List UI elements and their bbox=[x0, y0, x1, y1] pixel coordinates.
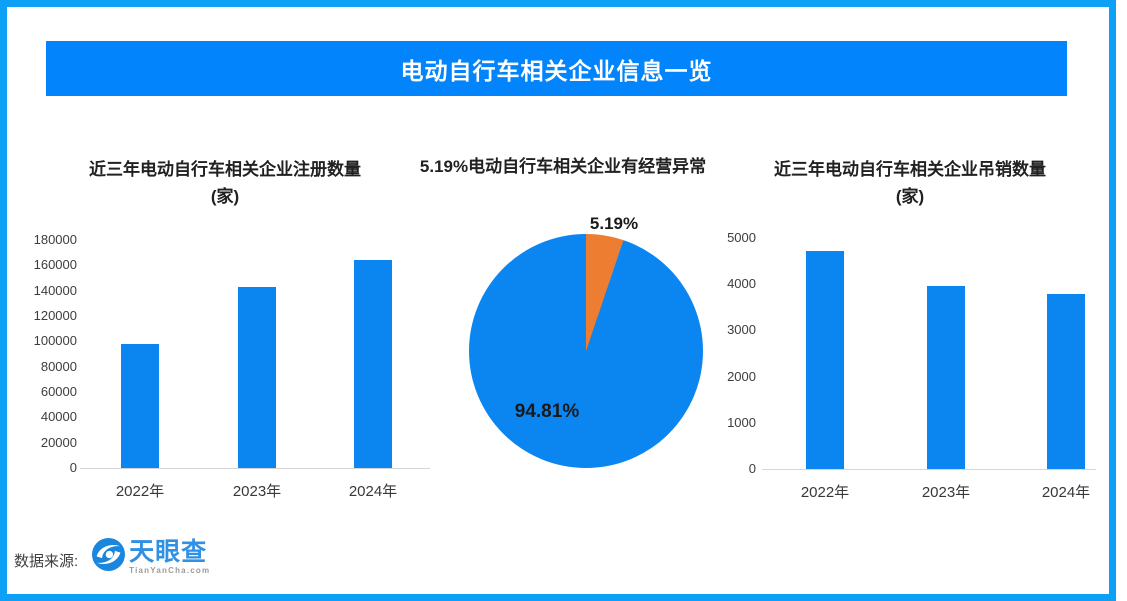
y-axis-tick-label: 2000 bbox=[727, 368, 756, 384]
y-axis-tick-label: 1000 bbox=[727, 414, 756, 430]
tianyancha-eye-icon bbox=[92, 538, 126, 576]
page-title-banner: 电动自行车相关企业信息一览 bbox=[46, 41, 1067, 96]
abnormal-pie-chart-title: 5.19%电动自行车相关企业有经营异常 bbox=[413, 153, 713, 180]
x-axis-tick-label: 2024年 bbox=[1041, 484, 1091, 501]
logo-name: 天眼查 bbox=[129, 537, 208, 566]
registrations-chart-unit: (家) bbox=[210, 187, 240, 206]
revocations-chart-title: 近三年电动自行车相关企业吊销数量 (家) bbox=[730, 156, 1090, 210]
y-axis-tick-label: 40000 bbox=[40, 409, 77, 425]
bar-2024 bbox=[1047, 294, 1085, 469]
y-axis-tick-label: 20000 bbox=[40, 434, 77, 450]
x-axis-tick-label: 2023年 bbox=[921, 484, 971, 501]
x-axis-tick-label: 2022年 bbox=[800, 484, 850, 501]
bar-2023 bbox=[238, 286, 276, 468]
y-axis-tick-label: 0 bbox=[69, 460, 77, 475]
bar-2022 bbox=[806, 250, 844, 469]
abnormal-pie-chart: 5.19% 94.81% bbox=[455, 208, 735, 483]
bar-2023 bbox=[927, 286, 965, 469]
revocations-chart-title-text: 近三年电动自行车相关企业吊销数量 bbox=[774, 160, 1046, 179]
logo-domain: TianYanCha.com bbox=[129, 565, 211, 575]
logo-text-block: 天眼查 TianYanCha.com bbox=[129, 537, 211, 575]
x-axis-line bbox=[80, 468, 430, 469]
y-axis-tick-label: 140000 bbox=[33, 282, 77, 298]
y-axis-tick-label: 100000 bbox=[33, 333, 77, 349]
revocations-bar-chart: 5000 4000 3000 2000 1000 0 2022年 2023年 2024年 bbox=[700, 230, 1120, 508]
x-axis-tick-label: 2022年 bbox=[115, 483, 165, 500]
y-axis-tick-label: 0 bbox=[748, 461, 756, 476]
y-axis-tick-label: 3000 bbox=[727, 322, 756, 338]
page-title: 电动自行车相关企业信息一览 bbox=[400, 57, 713, 84]
pie-circle bbox=[469, 234, 703, 468]
revocations-chart-unit: (家) bbox=[895, 187, 925, 206]
registrations-chart-title-text: 近三年电动自行车相关企业注册数量 bbox=[89, 160, 361, 179]
pie-slice-label-abnormal: 5.19% bbox=[589, 214, 639, 233]
y-axis-tick-label: 160000 bbox=[33, 257, 77, 273]
abnormal-pie-chart-title-text: 5.19%电动自行车相关企业有经营异常 bbox=[419, 157, 707, 176]
y-axis-tick-label: 80000 bbox=[40, 358, 77, 374]
x-axis-tick-label: 2024年 bbox=[348, 483, 398, 500]
x-axis-line bbox=[762, 469, 1096, 470]
y-axis-tick-label: 120000 bbox=[33, 308, 77, 323]
y-axis-tick-label: 4000 bbox=[727, 276, 756, 292]
data-source-label: 数据来源: bbox=[14, 552, 79, 570]
bar-2022 bbox=[121, 343, 159, 468]
y-axis-tick-label: 5000 bbox=[727, 230, 756, 245]
registrations-bar-chart: 180000 160000 140000 120000 100000 80000 60000… bbox=[28, 230, 438, 508]
tianyancha-logo: 天眼查 TianYanCha.com bbox=[92, 538, 210, 576]
y-axis-tick-label: 180000 bbox=[33, 232, 77, 247]
footer: 数据来源: 天眼查 TianYanCha.com bbox=[14, 538, 210, 576]
bar-2024 bbox=[354, 260, 392, 468]
pie-slice-label-normal: 94.81% bbox=[514, 401, 580, 422]
y-axis-tick-label: 60000 bbox=[40, 384, 77, 399]
x-axis-tick-label: 2023年 bbox=[232, 483, 282, 500]
registrations-chart-title: 近三年电动自行车相关企业注册数量 (家) bbox=[30, 156, 420, 210]
